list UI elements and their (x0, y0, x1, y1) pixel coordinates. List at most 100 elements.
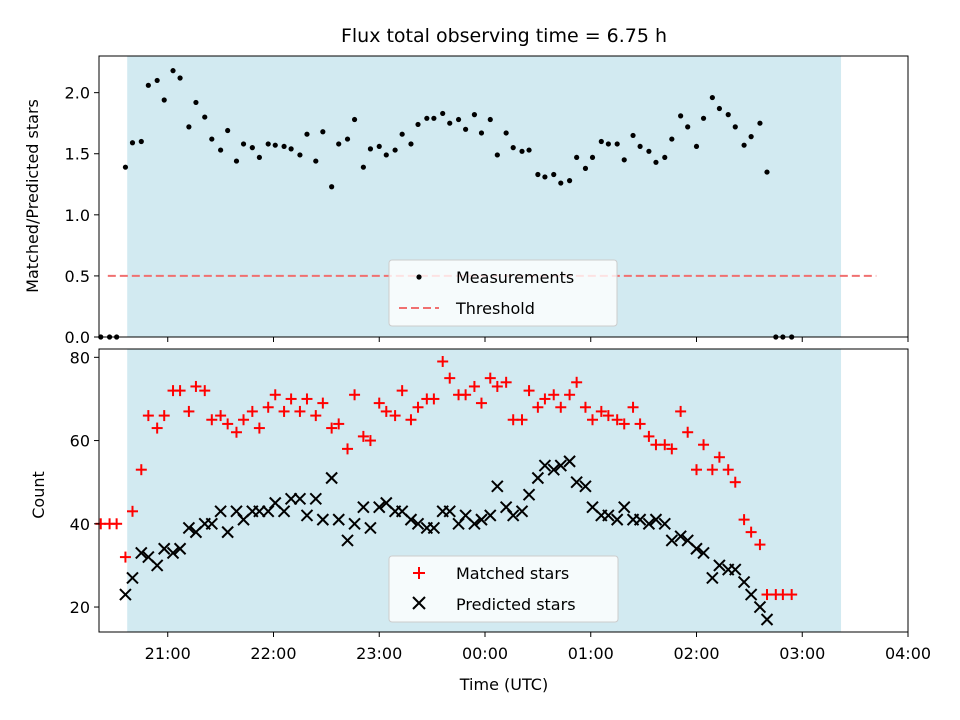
measurement-point (281, 143, 287, 150)
matched-star-point (564, 389, 576, 401)
bottom-y-axis-label: Count (29, 471, 48, 519)
measurement-point (455, 116, 462, 123)
predicted-star-point (325, 471, 338, 485)
matched-star-point (634, 418, 646, 430)
measurement-point (637, 143, 643, 150)
measurement-point (249, 145, 255, 151)
measurement-point (542, 174, 548, 180)
measurement-point (202, 114, 208, 120)
predicted-star-point (570, 475, 583, 489)
measurement-point (589, 154, 596, 161)
measurement-point (535, 171, 541, 178)
measurement-point (487, 116, 493, 123)
predicted-star-point (221, 525, 234, 539)
measurement-point (399, 131, 405, 137)
measurement-point (614, 141, 620, 147)
matched-star-point (206, 414, 218, 426)
matched-star-point (142, 410, 154, 422)
measurement-point (471, 112, 478, 118)
predicted-star-point (158, 542, 171, 555)
measurement-point (725, 112, 731, 118)
matched-star-point (253, 422, 265, 434)
measurement-point (218, 147, 224, 153)
matched-star-point (532, 401, 544, 413)
legend-measurements-label: Measurements (456, 268, 574, 287)
top-legend-box (388, 259, 618, 327)
measurement-point (551, 171, 557, 178)
measurement-point (669, 136, 675, 142)
predicted-star-point (753, 600, 767, 614)
measurement-point (304, 131, 310, 137)
measurement-point (653, 159, 659, 165)
predicted-star-point (713, 559, 726, 572)
predicted-star-point (182, 521, 196, 535)
measurement-point (463, 126, 469, 132)
predicted-star-point (135, 546, 148, 560)
measurement-point (630, 132, 636, 139)
measurement-point (225, 127, 231, 134)
x-tick-label: 23:00 (356, 644, 402, 663)
matched-star-point (428, 393, 440, 405)
measurement-point (154, 77, 160, 84)
matched-star-point (627, 401, 639, 413)
measurement-point (336, 141, 342, 147)
predicted-star-point (491, 480, 504, 493)
matched-star-point (745, 526, 757, 538)
top-x-ticks (167, 337, 909, 342)
measurement-point (558, 180, 564, 186)
predicted-star-point (531, 471, 545, 485)
matched-star-point (119, 551, 131, 563)
predicted-star-point (697, 546, 710, 560)
matched-star-point (713, 451, 725, 463)
measurement-point (748, 134, 754, 140)
predicted-star-point (658, 517, 671, 531)
measurement-point (757, 120, 763, 126)
top-panel: 0.00.51.01.52.0 Matched/Predicted stars … (23, 55, 909, 347)
measurement-point (685, 124, 691, 130)
matched-star-point (754, 539, 766, 551)
bottom-legend-box (388, 555, 619, 623)
matched-star-point (602, 410, 614, 422)
measurement-point (367, 146, 374, 152)
matched-star-point (151, 422, 163, 434)
matched-star-point (158, 410, 170, 422)
bottom-y-ticks: 20 40 60 80 (70, 348, 99, 617)
measurement-point (351, 116, 358, 123)
predicted-star-point (126, 571, 139, 585)
predicted-star-point (602, 509, 615, 522)
measurement-point (272, 142, 278, 148)
predicted-star-point (316, 513, 330, 526)
x-tick-label: 03:00 (779, 644, 825, 663)
predicted-star-point (475, 513, 488, 526)
matched-star-point (238, 414, 250, 426)
bottom-points-layer (95, 355, 798, 626)
matched-star-point (230, 426, 242, 438)
predicted-star-point (690, 542, 703, 555)
predicted-star-point (166, 546, 180, 560)
measurement-point (360, 164, 366, 170)
bottom-plot-frame (98, 348, 909, 633)
predicted-star-point (506, 509, 520, 522)
matched-star-point (262, 401, 274, 413)
matched-star-point (548, 389, 560, 401)
matched-star-point (659, 439, 671, 451)
measurement-point (177, 75, 183, 81)
matched-star-point (199, 385, 211, 397)
chart-title: Flux total observing time = 6.75 h (341, 25, 667, 47)
matched-star-point (357, 430, 369, 442)
matched-star-point (571, 376, 583, 388)
predicted-star-point (277, 505, 291, 518)
measurement-point (519, 148, 525, 154)
measurement-point (732, 124, 738, 130)
matched-star-point (690, 464, 702, 476)
predicted-star-point (760, 613, 774, 626)
predicted-star-point (332, 513, 345, 526)
matched-star-point (364, 435, 376, 447)
measurement-point (344, 136, 351, 142)
predicted-star-point (522, 488, 536, 501)
matched-star-point (317, 397, 329, 409)
matched-star-point (611, 414, 623, 426)
predicted-star-point (309, 492, 322, 506)
top-y-tick-label: 0.5 (65, 267, 90, 286)
measurement-point (265, 141, 271, 147)
